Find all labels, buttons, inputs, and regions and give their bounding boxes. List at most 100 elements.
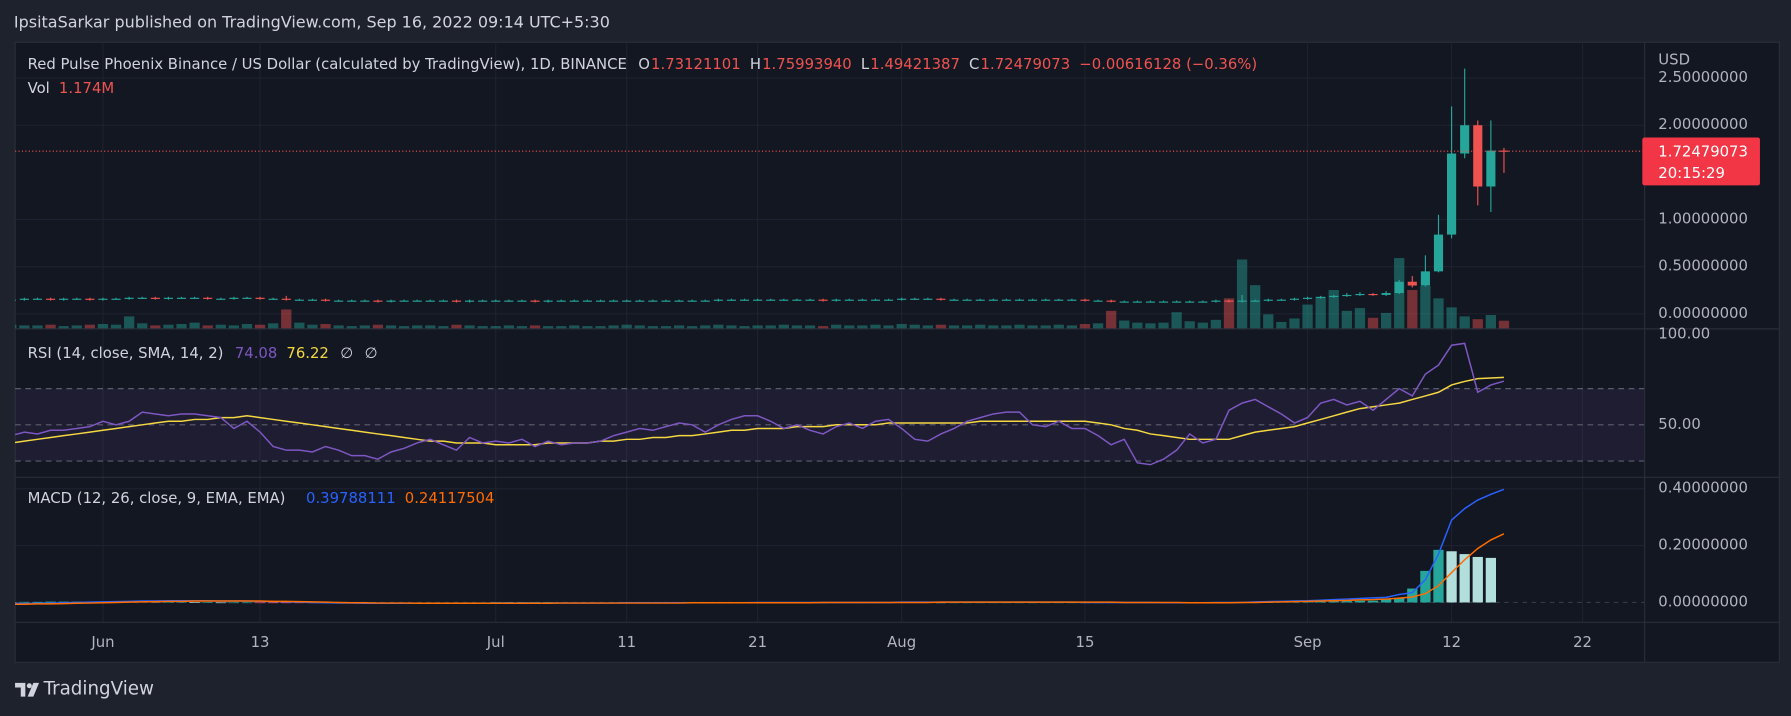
macd-histogram-bar — [45, 601, 56, 603]
candle-body — [268, 298, 278, 300]
volume-bar — [176, 324, 187, 329]
x-tick-label: 13 — [251, 634, 270, 651]
candle-body — [609, 300, 619, 302]
candle-body — [1106, 300, 1116, 302]
candle-body — [844, 299, 854, 301]
volume-bar — [831, 324, 842, 329]
macd-title: MACD (12, 26, close, 9, EMA, EMA) — [28, 490, 286, 507]
candle-body — [242, 297, 252, 299]
macd-histogram-bar — [1420, 570, 1431, 603]
rsi-title: RSI (14, close, SMA, 14, 2) — [28, 345, 224, 362]
candle-body — [1407, 281, 1417, 286]
volume-bar — [45, 324, 56, 329]
macd-histogram-bar — [1407, 588, 1418, 603]
candle-body — [792, 299, 802, 301]
candle-body — [15, 299, 16, 301]
volume-bar — [398, 326, 410, 329]
candle-body — [1499, 150, 1509, 152]
volume-bar — [542, 326, 554, 329]
candle-body — [687, 300, 697, 302]
candle-body — [98, 298, 108, 300]
volume-bar — [687, 326, 698, 329]
candle-body — [857, 299, 867, 301]
volume-bar — [988, 325, 999, 329]
volume-bar — [202, 325, 213, 329]
volume-bar — [922, 325, 933, 329]
candle-body — [1119, 301, 1129, 303]
legend-close: 1.72479073 — [981, 56, 1071, 73]
macd-histogram-bar — [254, 602, 266, 604]
candle-body — [1486, 150, 1496, 187]
volume-bar — [1106, 310, 1117, 329]
candle-body — [46, 298, 56, 300]
x-tick-label: Aug — [887, 634, 916, 651]
y-tick-label: 1.00000000 — [1658, 211, 1748, 228]
volume-bar — [621, 324, 632, 329]
x-tick-label: Sep — [1294, 634, 1322, 651]
volume-bar — [935, 324, 947, 329]
candle-body — [1093, 300, 1103, 302]
chart-area — [14, 41, 1780, 663]
volume-bar — [791, 325, 803, 329]
macd-histogram-bar — [202, 602, 213, 603]
candle-body — [85, 298, 95, 300]
volume-bar — [857, 325, 868, 329]
volume-bar — [700, 325, 711, 329]
candle-body — [595, 300, 606, 302]
candle-body — [1355, 293, 1365, 296]
candle-body — [59, 298, 69, 300]
candle-body — [19, 298, 29, 300]
candle-body — [360, 300, 370, 302]
candle-body — [1185, 301, 1195, 303]
last-price-box — [1642, 137, 1760, 186]
volume-bar — [1485, 314, 1497, 329]
macd-histogram-bar — [1446, 551, 1457, 603]
signal-line — [15, 533, 1505, 605]
legend-low: 1.49421387 — [870, 56, 960, 73]
volume-bar — [1119, 320, 1130, 329]
volume-bar — [1014, 324, 1025, 329]
volume-bar — [870, 324, 881, 329]
volume-bar — [1053, 324, 1064, 329]
volume-bar — [1276, 321, 1287, 329]
volume-bar — [1459, 316, 1470, 329]
volume-bar — [1079, 324, 1091, 329]
macd-histogram-bar — [1394, 597, 1405, 603]
volume-bar — [1236, 259, 1248, 329]
candle-body — [1028, 299, 1038, 301]
legend-letter: H — [750, 56, 761, 73]
volume-bar — [137, 323, 148, 329]
candle-body — [1001, 299, 1011, 301]
candle-body — [203, 297, 213, 299]
volume-bar — [110, 324, 122, 329]
candle-body — [163, 297, 173, 299]
volume-bar — [1302, 304, 1313, 329]
volume-bar — [595, 326, 606, 329]
x-tick-label: 12 — [1442, 634, 1461, 651]
macd-histogram-bar — [215, 602, 226, 604]
macd-histogram-bar — [163, 601, 174, 603]
macd-histogram-bar — [32, 601, 43, 603]
volume-bar — [15, 324, 17, 329]
macd-histogram-bar — [241, 602, 253, 604]
volume-bar — [1367, 317, 1379, 329]
volume-bar — [804, 325, 816, 329]
volume-bar — [451, 324, 462, 329]
macd-tick-label: 0.20000000 — [1658, 537, 1748, 554]
volume-bar — [752, 325, 763, 329]
candle-body — [556, 300, 566, 302]
volume-bar — [412, 325, 423, 329]
rsi-na: ∅ — [340, 345, 353, 362]
macd-histogram-bar — [1315, 601, 1326, 603]
legend-letter: L — [861, 56, 870, 73]
volume-bar — [1420, 285, 1431, 329]
volume-bar — [241, 324, 253, 329]
volume-bar — [1407, 290, 1418, 329]
candle-body — [255, 297, 265, 299]
candle-body — [962, 299, 972, 301]
volume-bar — [1446, 307, 1457, 329]
countdown: 20:15:29 — [1658, 165, 1725, 182]
volume-bar — [909, 324, 920, 329]
candle-body — [674, 300, 684, 302]
candle-body — [1132, 301, 1142, 303]
